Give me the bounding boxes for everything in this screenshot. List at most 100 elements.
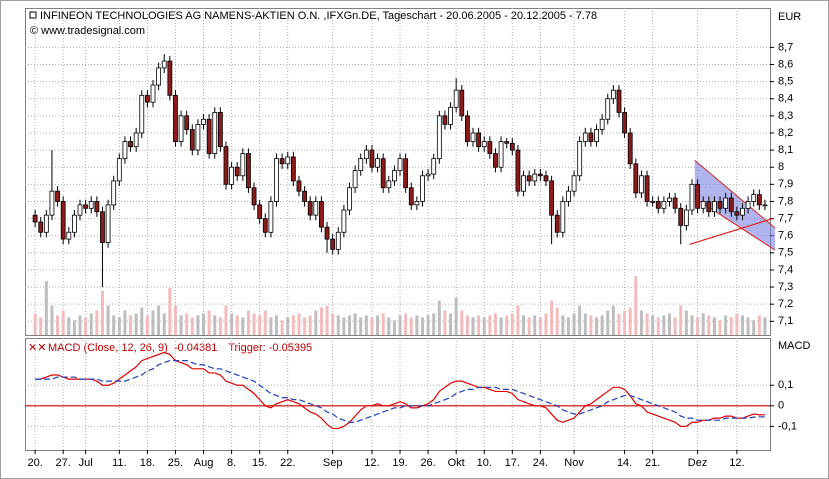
- x-tick-label: 21.: [645, 457, 660, 469]
- x-tick-label: 22.: [280, 457, 295, 469]
- volume-bar: [89, 313, 93, 335]
- y-tick-label: 8,6: [778, 58, 793, 70]
- candle-body: [240, 153, 246, 177]
- candle-body: [358, 158, 364, 172]
- volume-bar: [78, 315, 82, 335]
- candle-body: [756, 194, 762, 206]
- x-tick-label: 10.: [477, 457, 492, 469]
- candle-body: [616, 89, 622, 113]
- candle-body: [650, 201, 656, 203]
- volume-bar: [583, 313, 587, 335]
- candle-body: [521, 175, 526, 192]
- legend: MACD (Close, 12, 26, 9) -0.04381 Trigger…: [48, 342, 312, 354]
- volume-bar: [280, 320, 284, 335]
- candle-body: [330, 238, 336, 250]
- volume-bar: [572, 313, 576, 335]
- candle-body: [481, 141, 487, 148]
- candle-body: [459, 89, 465, 117]
- candle-body: [144, 94, 150, 103]
- x-tick-label: 14.: [617, 457, 632, 469]
- candle-body: [375, 158, 380, 168]
- y-tick-label: 8,5: [778, 76, 793, 88]
- y-tick-label: 8,3: [778, 110, 793, 122]
- volume-bar: [56, 315, 60, 335]
- candle-body: [588, 132, 594, 142]
- candle-body: [66, 231, 72, 240]
- volume-bar: [493, 313, 497, 335]
- candle-body: [161, 60, 167, 69]
- candle-body: [189, 129, 195, 151]
- volume-bar: [286, 317, 290, 335]
- x-tick-label: Sep: [323, 457, 343, 469]
- volume-bar: [707, 315, 711, 335]
- candle-body: [392, 170, 397, 182]
- candle-body: [335, 231, 341, 250]
- y-tick-label: 0,1: [778, 379, 793, 391]
- trend-line: [689, 218, 773, 245]
- volume-bar: [510, 313, 514, 335]
- volume-bar: [376, 315, 380, 335]
- volume-bar: [44, 281, 48, 335]
- volume-bar: [314, 310, 318, 335]
- candle-body: [195, 124, 201, 151]
- x-tick-label: 11.: [112, 457, 126, 469]
- candle-body: [184, 115, 190, 130]
- volume-bar: [460, 310, 464, 335]
- candle-body: [313, 201, 319, 216]
- volume-bar: [589, 315, 593, 335]
- volume-bar: [179, 315, 183, 335]
- candle-body: [689, 183, 695, 211]
- candle-body: [594, 129, 599, 142]
- volume-bar: [409, 317, 413, 335]
- candle-body: [122, 141, 128, 160]
- volume-bar: [162, 313, 166, 335]
- candle-body: [72, 214, 77, 233]
- volume-bar: [140, 307, 144, 335]
- volume-bar: [263, 310, 267, 335]
- volume-bar: [202, 313, 206, 335]
- volume-bar: [454, 297, 458, 335]
- legend-value: -0.04381: [174, 342, 217, 354]
- candle-body: [453, 89, 459, 108]
- volume-bar: [235, 315, 239, 335]
- candle-body: [560, 201, 566, 233]
- candle-body: [285, 156, 291, 165]
- candle-body: [262, 218, 268, 233]
- x-tick-label: Jul: [79, 457, 93, 469]
- volume-bar: [696, 317, 700, 335]
- volume-bar: [50, 305, 54, 335]
- volume-bar: [269, 317, 273, 335]
- candle-body: [431, 158, 437, 175]
- candle-body: [369, 149, 375, 168]
- x-tick-label: 20.: [27, 457, 42, 469]
- volume-bar: [533, 315, 537, 335]
- candle-body: [667, 197, 672, 202]
- title-icon: [29, 11, 37, 19]
- volume-bar: [752, 320, 756, 335]
- volume-bar: [218, 317, 222, 335]
- volume-bar: [185, 313, 189, 335]
- candle-body: [717, 201, 723, 209]
- volume-bar: [151, 310, 155, 335]
- volume-bar: [690, 315, 694, 335]
- candle-body: [234, 166, 240, 177]
- candle-body: [319, 201, 324, 228]
- volume-bar: [347, 315, 351, 335]
- volume-bar: [757, 315, 761, 335]
- x-tick-label: 19.: [392, 457, 407, 469]
- volume-bar: [482, 317, 486, 335]
- candle-body: [268, 201, 274, 233]
- y-tick-label: 7,8: [778, 195, 793, 207]
- candle-body: [212, 112, 218, 154]
- volume-bar: [617, 313, 621, 335]
- volume-bar: [471, 317, 475, 335]
- volume-bar: [173, 305, 177, 335]
- candle-body: [571, 175, 577, 192]
- channel-edge: [694, 159, 776, 229]
- volume-bar: [578, 305, 582, 335]
- candle-body: [116, 158, 122, 182]
- candle-body: [274, 158, 279, 202]
- candle-body: [43, 214, 49, 233]
- volume-bar: [639, 310, 643, 335]
- candle-body: [543, 175, 549, 182]
